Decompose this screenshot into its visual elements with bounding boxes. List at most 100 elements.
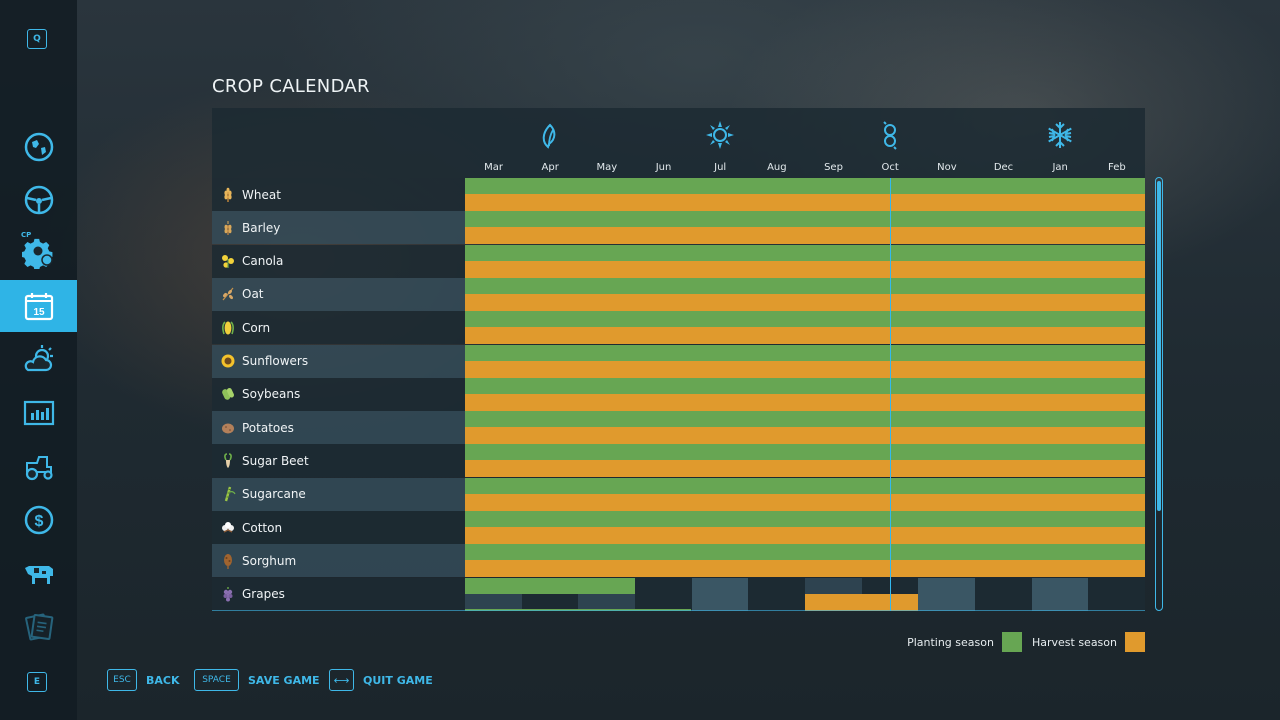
calendar-button[interactable]: 15: [0, 280, 77, 332]
season-bars: [465, 577, 1146, 611]
grapes-icon: [220, 586, 236, 602]
calendar-header: Mar Apr May Jun Jul Aug Sep Oct Nov Dec Jan Feb: [212, 108, 1145, 178]
crop-row[interactable]: Barley: [212, 211, 1145, 245]
crop-row[interactable]: Sorghum: [212, 544, 1145, 578]
sorghum-icon: [220, 553, 236, 569]
crop-name: Potatoes: [242, 420, 294, 435]
harvest-bar: [465, 227, 1145, 245]
harvest-bar: [465, 527, 1145, 544]
crop-row[interactable]: Sugarcane: [212, 477, 1145, 511]
courseplay-settings-button[interactable]: [0, 226, 77, 278]
month-label: Mar: [484, 162, 503, 173]
weather-button[interactable]: [0, 333, 77, 385]
save-label: SAVE GAME: [248, 673, 320, 687]
crop-row[interactable]: Sunflowers: [212, 344, 1145, 378]
month-cell: [1088, 577, 1146, 611]
back-button[interactable]: ESC BACK: [107, 668, 180, 692]
month-cell: [1031, 577, 1089, 611]
season-bars: [465, 311, 1145, 345]
season-bars: [465, 544, 1145, 578]
season-bars: [465, 244, 1145, 278]
month-label: Sep: [824, 162, 843, 173]
wheat-icon: [220, 187, 236, 203]
crop-name: Sorghum: [242, 553, 297, 568]
statistics-button[interactable]: [0, 387, 77, 439]
crop-row[interactable]: Corn: [212, 311, 1145, 345]
crop-name-cell: Barley: [212, 211, 465, 245]
crop-row[interactable]: Grapes: [212, 577, 1146, 611]
legend-planting-label: Planting season: [907, 635, 994, 649]
harvest-bar: [465, 393, 1145, 411]
month-label: Jul: [714, 162, 727, 173]
map-icon: [24, 132, 53, 162]
crop-row[interactable]: Potatoes: [212, 411, 1145, 445]
planting-bar: [465, 311, 1145, 328]
save-game-button[interactable]: SPACE SAVE GAME: [194, 668, 320, 692]
season-bars: [465, 377, 1145, 411]
month-cell: [691, 577, 749, 611]
svg-text:$: $: [34, 513, 43, 530]
cp-tag: CP: [21, 231, 32, 239]
current-date-marker: [890, 178, 891, 611]
planting-bar: [465, 211, 1145, 228]
scrollbar-thumb[interactable]: [1157, 181, 1161, 511]
crop-name-cell: Cotton: [212, 511, 465, 544]
month-cell: [975, 577, 1033, 611]
quit-game-button[interactable]: ⟷ QUIT GAME: [329, 668, 433, 692]
season-bars: [465, 477, 1145, 511]
autumn-icon: [883, 121, 897, 150]
garage-button[interactable]: [0, 440, 77, 492]
harvest-bar: [465, 493, 1145, 511]
finances-button[interactable]: $: [0, 494, 77, 546]
quit-key: ⟷: [329, 669, 354, 691]
map-button[interactable]: [0, 121, 77, 173]
crop-row[interactable]: Oat: [212, 277, 1145, 311]
weather-icon: [24, 345, 53, 372]
prev-page-key[interactable]: Q: [27, 29, 47, 49]
crop-row[interactable]: Sugar Beet: [212, 444, 1145, 478]
season-bars: [465, 211, 1145, 245]
sunflower-icon: [220, 353, 236, 369]
crop-row[interactable]: Wheat: [212, 178, 1145, 211]
crop-name: Soybeans: [242, 387, 301, 402]
planting-bar: [465, 344, 1145, 361]
animals-button[interactable]: [0, 547, 77, 599]
crop-name: Corn: [242, 320, 271, 335]
crop-row[interactable]: Soybeans: [212, 377, 1145, 411]
sugar-beet-icon: [220, 453, 236, 469]
help-button[interactable]: [0, 601, 77, 653]
sugarcane-icon: [220, 486, 236, 502]
planting-bar: [465, 178, 1145, 194]
tractor-icon: [25, 456, 53, 481]
planting-bar: [465, 277, 1145, 294]
crop-name: Oat: [242, 287, 264, 302]
summer-icon: [706, 121, 734, 149]
soybean-icon: [220, 386, 236, 402]
quit-label: QUIT GAME: [363, 673, 433, 687]
oat-icon: [220, 286, 236, 302]
sidebar: Q CP 15: [0, 0, 77, 720]
vehicle-control-button[interactable]: [0, 174, 77, 226]
canola-icon: [220, 253, 236, 269]
month-label: Dec: [993, 162, 1014, 173]
calendar-scrollbar[interactable]: [1155, 177, 1163, 611]
month-label: Apr: [541, 162, 559, 173]
month-cell: [748, 577, 806, 611]
season-bars: [465, 511, 1145, 544]
calendar-bottom-border: [212, 610, 1145, 611]
page-title: CROP CALENDAR: [212, 76, 370, 97]
season-bars: [465, 444, 1145, 478]
help-icon: [24, 613, 53, 641]
crop-name-cell: Canola: [212, 244, 465, 278]
steering-wheel-icon: [24, 185, 53, 215]
spring-icon: [542, 123, 556, 149]
crop-row[interactable]: Canola: [212, 244, 1145, 278]
month-label: Oct: [881, 162, 899, 173]
next-page-key[interactable]: E: [27, 672, 47, 692]
month-label: Jun: [655, 162, 672, 173]
legend-planting-swatch: [1001, 632, 1022, 652]
harvest-bar: [465, 293, 1145, 311]
month-label: Jan: [1052, 162, 1068, 173]
crop-row[interactable]: Cotton: [212, 511, 1145, 544]
crop-name: Sunflowers: [242, 354, 309, 368]
